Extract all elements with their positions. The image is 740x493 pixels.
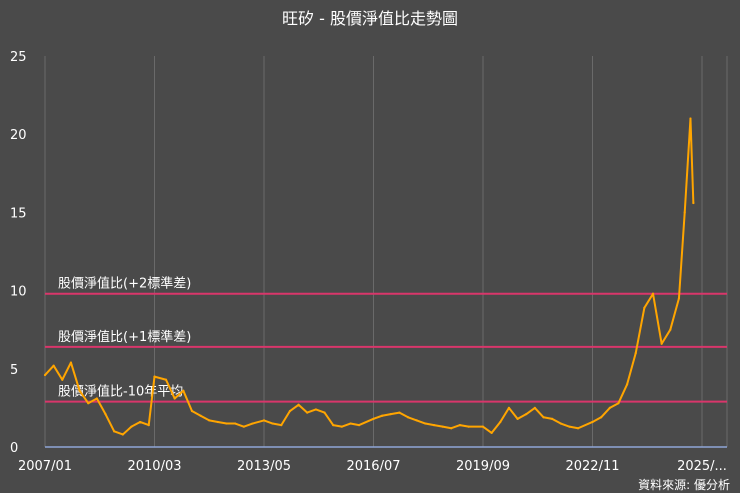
data-point [516,417,519,420]
data-point [262,419,266,422]
data-point [490,431,493,435]
y-tick-label: 20 [10,128,27,143]
data-point [643,306,646,309]
data-point [568,425,571,428]
x-tick-label: 2022/11 [565,459,619,474]
data-point [182,389,185,392]
data-point [234,422,237,425]
data-point [625,383,629,386]
y-tick-label: 5 [10,363,18,378]
data-point [551,417,554,420]
data-point [683,211,686,214]
x-tick-label: 2007/01 [18,459,72,474]
data-point [297,403,300,406]
x-tick-label: 2019/09 [456,459,510,474]
data-point [69,361,73,364]
data-point [349,422,352,425]
data-point [323,411,326,414]
data-point [87,402,90,405]
reference-line-label: 股價淨值比-10年平均 [58,384,183,400]
data-point [406,416,410,419]
data-point [95,397,98,400]
data-point [458,424,462,427]
data-point [340,425,343,428]
data-point [692,201,695,205]
data-point [242,425,245,428]
x-tick-label: 2013/05 [237,459,291,474]
data-point [173,397,176,400]
data-point [450,427,453,430]
data-point [576,427,580,430]
data-point [357,424,361,427]
data-point [533,406,536,409]
data-point [660,342,663,345]
data-point [52,364,55,367]
data-point [481,425,485,428]
series [43,117,695,436]
data-point [164,378,168,381]
data-point [608,406,611,409]
data-point [507,406,511,409]
data-point [332,424,335,427]
data-point [280,424,283,427]
data-point [381,414,384,417]
data-point [591,420,594,424]
data-point [669,328,672,331]
data-point [216,420,219,424]
data-point [600,416,603,419]
data-point [689,117,692,120]
data-point [415,419,418,422]
y-tick-label: 10 [10,285,27,300]
data-point [677,297,681,300]
data-point [306,411,309,414]
source-label: 資料來源: 優分析 [638,478,730,492]
y-tick-label: 25 [10,50,27,65]
data-point [104,413,107,416]
grid-lines [44,56,728,447]
data-point [225,422,228,425]
data-point [651,292,655,295]
data-point [467,425,470,428]
x-tick-label: 2025/... [677,459,727,474]
data-point [61,378,64,381]
data-point [372,417,375,420]
data-point [43,373,47,377]
data-point [634,352,637,355]
y-tick-label: 15 [10,206,27,221]
x-tick-label: 2016/07 [346,459,400,474]
data-point [314,408,317,411]
y-axis: 0 5 10 15 20 25 [10,50,27,456]
data-point [559,422,562,425]
data-point [432,424,436,427]
data-point [147,424,150,427]
reference-line-label: 股價淨值比(+2標準差) [58,276,191,292]
data-point [617,402,620,405]
data-point [424,422,427,425]
data-point [121,433,124,436]
y-tick-label: 0 [10,441,18,456]
data-point [190,409,194,413]
data-point [138,420,142,424]
data-point [525,413,528,416]
data-point [153,375,156,378]
data-point [78,389,81,392]
data-point [113,430,116,433]
chart-title: 旺矽 - 股價淨值比走勢圖 [282,9,458,28]
data-point [499,420,502,424]
data-point [441,425,444,428]
data-point [208,419,211,422]
data-point [542,416,545,419]
data-point [251,422,254,425]
data-point [199,414,202,417]
data-point [398,411,401,414]
data-point [271,422,274,425]
reference-line-label: 股價淨值比(+1標準差) [58,329,191,345]
data-point [288,409,292,413]
x-tick-label: 2010/03 [127,459,181,474]
x-axis: 2007/01 2010/03 2013/05 2016/07 2019/09 2022/… [18,446,727,474]
data-point [130,425,133,428]
reference-lines: 股價淨值比(+2標準差) 股價淨值比(+1標準差) 股價淨值比-10年平均 [45,276,727,403]
data-point [389,413,392,416]
